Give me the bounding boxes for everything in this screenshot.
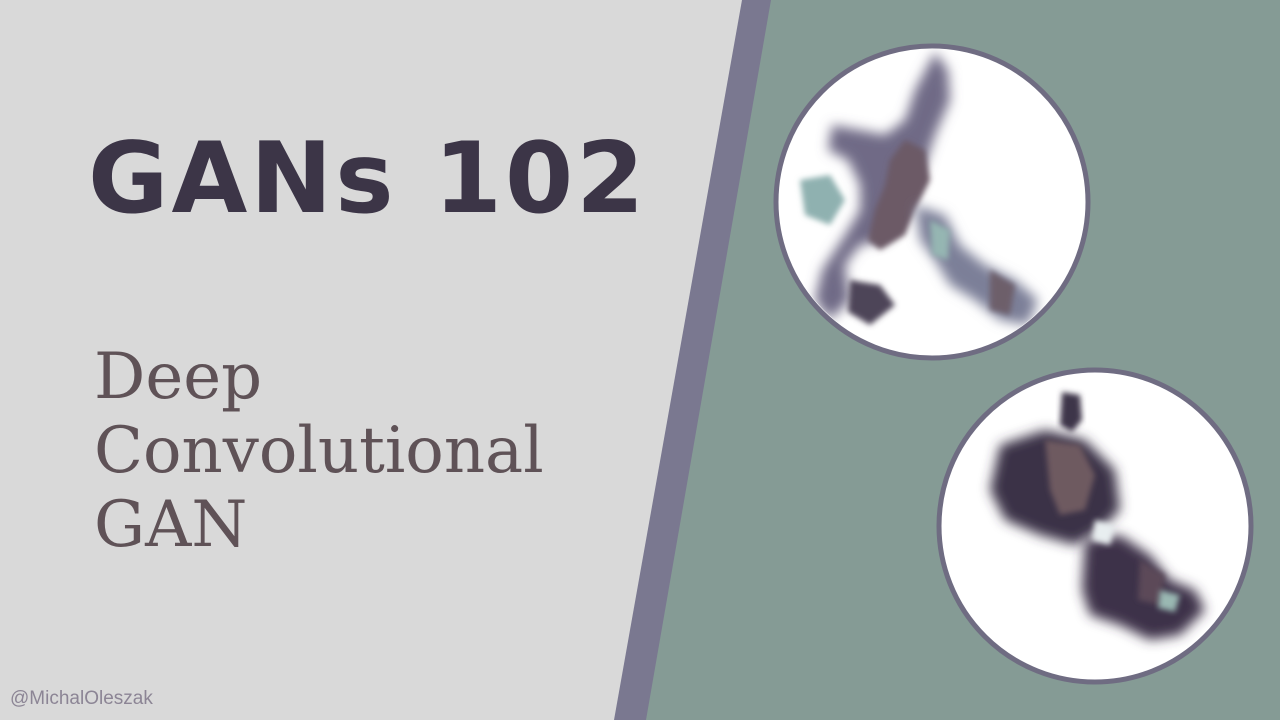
generated-blob-image	[990, 392, 1205, 640]
slide-title: GANs 102	[88, 122, 648, 236]
subtitle-line-2: Convolutional	[94, 414, 544, 488]
slide-subtitle: Deep Convolutional GAN	[94, 340, 544, 562]
generated-blob-image	[800, 52, 1038, 325]
subtitle-line-1: Deep	[94, 340, 263, 414]
generated-sample-bottom	[936, 367, 1254, 685]
generated-sample-top	[773, 43, 1091, 361]
subtitle-line-3: GAN	[94, 488, 248, 562]
author-credit: @MichalOleszak	[10, 688, 153, 709]
